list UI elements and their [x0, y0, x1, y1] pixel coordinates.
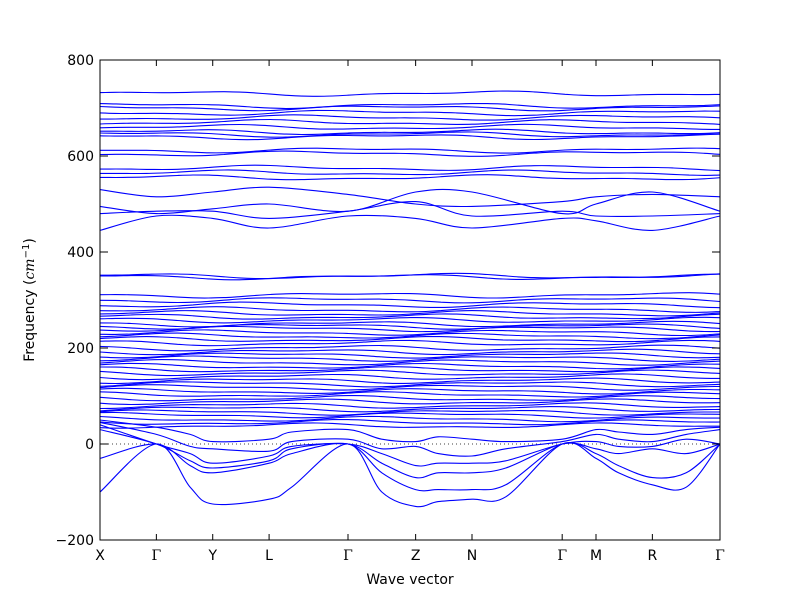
phonon-band-high: [100, 352, 720, 359]
phonon-band-high: [100, 118, 720, 125]
phonon-band-high: [100, 169, 720, 176]
phonon-band-high: [100, 332, 720, 340]
phonon-band-low: [100, 429, 720, 479]
phonon-band-low: [100, 421, 720, 457]
phonon-band-high: [100, 369, 720, 377]
phonon-band-high: [100, 114, 720, 121]
axes-frame: [99, 59, 721, 541]
y-tick-label: 600: [67, 149, 94, 165]
y-axis-label-text: Frequency (: [22, 280, 38, 362]
x-tick-label: N: [467, 548, 477, 564]
y-axis-label-close: ): [22, 238, 38, 243]
x-tick-label: Γ: [152, 548, 162, 564]
phonon-band-high: [100, 406, 720, 413]
phonon-band-high: [100, 128, 720, 136]
phonon-band-high: [100, 306, 720, 313]
x-tick-label: R: [647, 548, 657, 564]
phonon-band-high: [100, 394, 720, 402]
phonon-band-low: [100, 424, 720, 467]
phonon-band-high: [100, 398, 720, 406]
phonon-band-high: [100, 339, 720, 347]
x-tick-label: M: [590, 548, 602, 564]
phonon-band-mid: [100, 214, 720, 231]
phonon-band-high: [100, 164, 720, 172]
y-tick-label: 200: [67, 341, 94, 357]
x-tick-label: L: [265, 548, 273, 564]
phonon-band-high: [100, 320, 720, 328]
y-tick-label: 400: [67, 245, 94, 261]
x-tick-label: X: [95, 548, 105, 564]
phonon-band-high: [100, 316, 720, 324]
phonon-band-high: [100, 102, 720, 110]
phonon-band-high: [100, 391, 720, 398]
series-group: [100, 90, 720, 508]
phonon-band-high: [100, 415, 720, 423]
y-axis-label-unit: cm: [22, 258, 38, 279]
x-tick-label: Γ: [557, 548, 567, 564]
x-tick-label: Γ: [715, 548, 725, 564]
phonon-band-mid: [100, 188, 720, 215]
phonon-band-high: [100, 325, 720, 333]
y-tick-label: 0: [85, 437, 94, 453]
phonon-band-high: [100, 362, 720, 370]
phonon-band-high: [100, 409, 720, 416]
phonon-band-high: [100, 377, 720, 385]
x-axis-label: Wave vector: [366, 572, 454, 588]
phonon-band-high: [100, 301, 720, 309]
x-tick-label: Y: [207, 548, 217, 564]
phonon-band-high: [100, 422, 720, 429]
phonon-band-high: [100, 147, 720, 154]
phonon-band-high: [100, 131, 720, 138]
phonon-band-high: [100, 387, 720, 395]
phonon-band-high: [100, 411, 720, 419]
phonon-band-low: [100, 442, 720, 492]
x-tick-label: Z: [411, 548, 421, 564]
phonon-band-high: [100, 292, 720, 299]
phonon-band-high: [100, 174, 720, 181]
phonon-band-high: [100, 313, 720, 320]
phonon-band-high: [100, 335, 720, 343]
y-tick-label: 800: [67, 53, 94, 69]
plot-area: [100, 90, 720, 508]
phonon-band-high: [100, 329, 720, 337]
phonon-band-low: [100, 419, 720, 443]
phonon-band-high: [100, 297, 720, 304]
phonon-band-high: [100, 384, 720, 391]
phonon-band-high: [100, 150, 720, 157]
y-axis-label-exp: −1: [21, 244, 32, 259]
phonon-band-high: [100, 373, 720, 381]
y-tick-label: −200: [56, 533, 94, 549]
phonon-band-high: [100, 359, 720, 366]
phonon-band-high: [100, 123, 720, 130]
x-tick-label: Γ: [343, 548, 353, 564]
phonon-band-low: [100, 442, 720, 508]
phonon-band-high: [100, 109, 720, 117]
phonon-band-high: [100, 344, 720, 352]
phonon-band-high: [100, 355, 720, 362]
phonon-band-mid: [100, 201, 720, 219]
phonon-band-high: [100, 310, 720, 317]
phonon-band-high: [100, 273, 720, 281]
phonon-band-mid: [100, 186, 720, 208]
phonon-band-high: [100, 366, 720, 373]
phonon-band-high: [100, 402, 720, 410]
phonon-band-high: [100, 418, 720, 426]
phonon-band-high: [100, 381, 720, 388]
phonon-band-high: [100, 133, 720, 141]
y-axis-label: Frequency (cm−1): [21, 238, 39, 362]
phonon-band-high: [100, 105, 720, 112]
phonon-band-high: [100, 90, 720, 97]
phonon-band-high: [100, 348, 720, 356]
